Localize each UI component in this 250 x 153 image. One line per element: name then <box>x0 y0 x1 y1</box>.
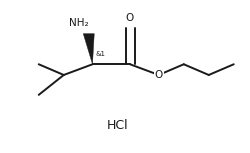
Text: NH₂: NH₂ <box>69 18 88 28</box>
Text: &1: &1 <box>95 51 105 57</box>
Polygon shape <box>83 34 94 64</box>
Text: O: O <box>154 70 163 80</box>
Text: HCl: HCl <box>107 119 128 132</box>
Text: O: O <box>126 13 134 23</box>
